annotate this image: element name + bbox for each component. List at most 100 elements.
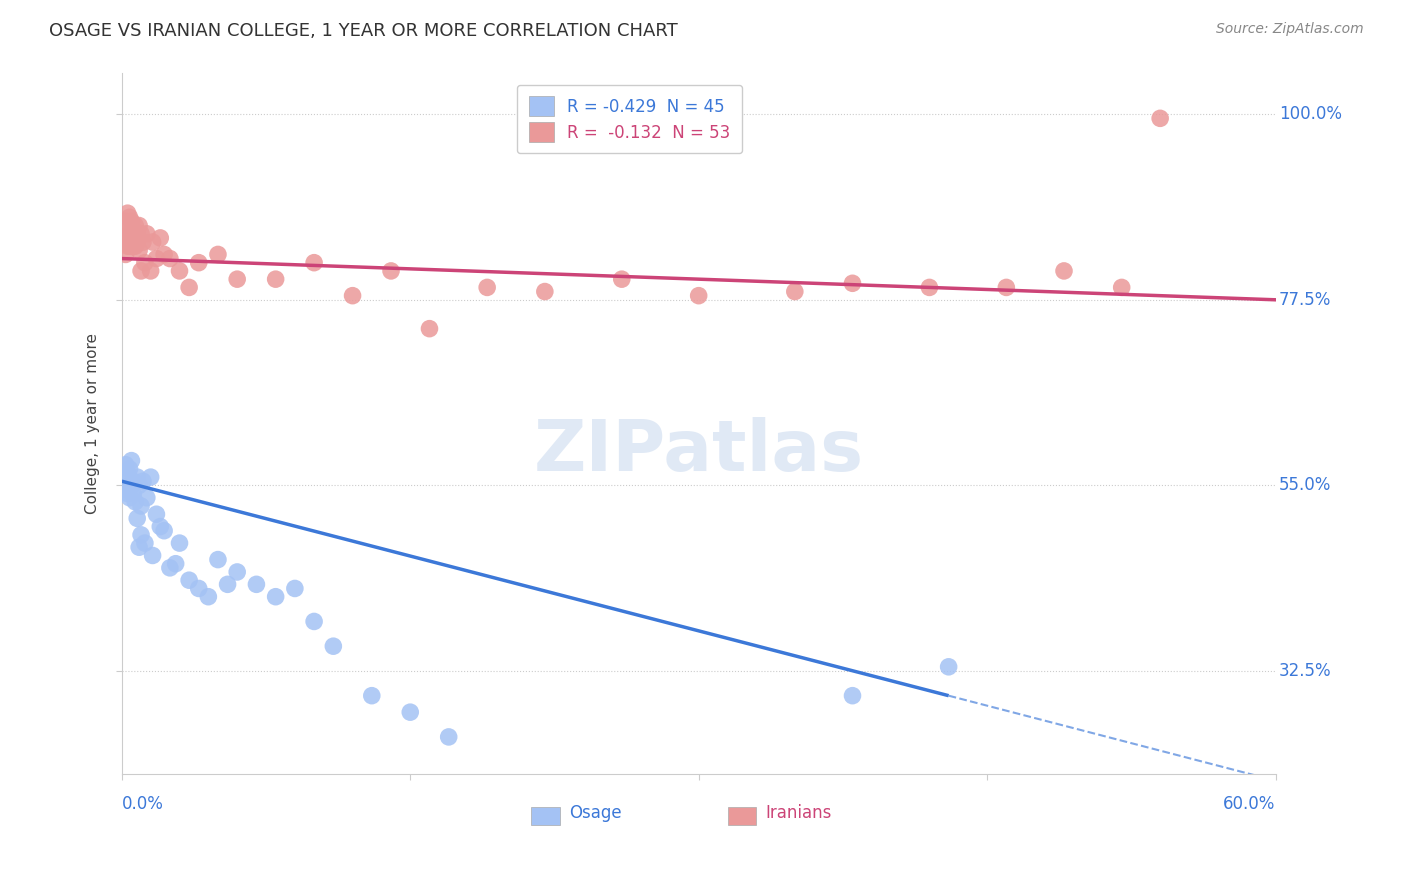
Point	[918, 280, 941, 294]
Point	[399, 705, 422, 719]
Point	[134, 536, 156, 550]
Point	[112, 231, 135, 245]
Text: 32.5%: 32.5%	[1279, 662, 1331, 680]
Point	[783, 285, 806, 299]
Point	[124, 219, 146, 233]
Point	[124, 495, 146, 509]
Point	[127, 470, 149, 484]
Point	[124, 239, 146, 253]
Point	[610, 272, 633, 286]
Point	[127, 227, 149, 241]
Point	[360, 689, 382, 703]
Point	[117, 239, 139, 253]
Point	[129, 499, 152, 513]
Point	[127, 511, 149, 525]
Text: Iranians: Iranians	[766, 804, 832, 822]
Point	[418, 321, 440, 335]
FancyBboxPatch shape	[727, 807, 756, 824]
Point	[114, 247, 136, 261]
Point	[117, 222, 139, 236]
Point	[122, 239, 145, 253]
Point	[302, 615, 325, 629]
Point	[1111, 280, 1133, 294]
Point	[135, 227, 157, 241]
Point	[117, 206, 139, 220]
Point	[118, 211, 141, 225]
Point	[118, 227, 141, 241]
Point	[207, 247, 229, 261]
Point	[159, 252, 181, 266]
Point	[284, 582, 307, 596]
Point	[127, 235, 149, 249]
Point	[117, 486, 139, 500]
Point	[134, 255, 156, 269]
Point	[117, 466, 139, 480]
Point	[128, 244, 150, 258]
Point	[128, 478, 150, 492]
Point	[120, 214, 142, 228]
Point	[197, 590, 219, 604]
Point	[475, 280, 498, 294]
Point	[122, 475, 145, 489]
Point	[129, 264, 152, 278]
Point	[142, 235, 165, 249]
Point	[302, 255, 325, 269]
Point	[124, 227, 146, 241]
Point	[120, 453, 142, 467]
Point	[380, 264, 402, 278]
Point	[129, 528, 152, 542]
Point	[226, 272, 249, 286]
Point	[120, 478, 142, 492]
Point	[153, 247, 176, 261]
Point	[122, 222, 145, 236]
Point	[112, 470, 135, 484]
Point	[187, 255, 209, 269]
Point	[114, 483, 136, 497]
Point	[226, 565, 249, 579]
Text: ZIPatlas: ZIPatlas	[534, 417, 863, 486]
Point	[122, 486, 145, 500]
Point	[128, 540, 150, 554]
Point	[169, 536, 191, 550]
Point	[132, 235, 155, 249]
Point	[132, 475, 155, 489]
Point	[159, 561, 181, 575]
Point	[142, 549, 165, 563]
Point	[179, 280, 201, 294]
Point	[135, 491, 157, 505]
Point	[114, 214, 136, 228]
Text: 100.0%: 100.0%	[1279, 105, 1341, 123]
Point	[165, 557, 187, 571]
Point	[1053, 264, 1076, 278]
Point	[120, 231, 142, 245]
Point	[938, 660, 960, 674]
Point	[153, 524, 176, 538]
Point	[264, 590, 287, 604]
FancyBboxPatch shape	[531, 807, 560, 824]
Point	[264, 272, 287, 286]
Point	[245, 577, 267, 591]
Text: 60.0%: 60.0%	[1223, 795, 1275, 813]
Point	[118, 462, 141, 476]
Point	[114, 458, 136, 472]
Legend: R = -0.429  N = 45, R =  -0.132  N = 53: R = -0.429 N = 45, R = -0.132 N = 53	[517, 85, 742, 153]
Point	[118, 239, 141, 253]
Point	[169, 264, 191, 278]
Point	[129, 227, 152, 241]
Point	[207, 552, 229, 566]
Text: 55.0%: 55.0%	[1279, 476, 1331, 494]
Point	[995, 280, 1018, 294]
Text: OSAGE VS IRANIAN COLLEGE, 1 YEAR OR MORE CORRELATION CHART: OSAGE VS IRANIAN COLLEGE, 1 YEAR OR MORE…	[49, 22, 678, 40]
Point	[149, 231, 172, 245]
Point	[322, 639, 344, 653]
Point	[139, 470, 162, 484]
Text: Osage: Osage	[569, 804, 621, 822]
Point	[841, 277, 863, 291]
Point	[217, 577, 239, 591]
Point	[342, 288, 364, 302]
Point	[145, 252, 167, 266]
Point	[534, 285, 557, 299]
Text: 77.5%: 77.5%	[1279, 291, 1331, 309]
Text: 0.0%: 0.0%	[122, 795, 163, 813]
Point	[128, 219, 150, 233]
